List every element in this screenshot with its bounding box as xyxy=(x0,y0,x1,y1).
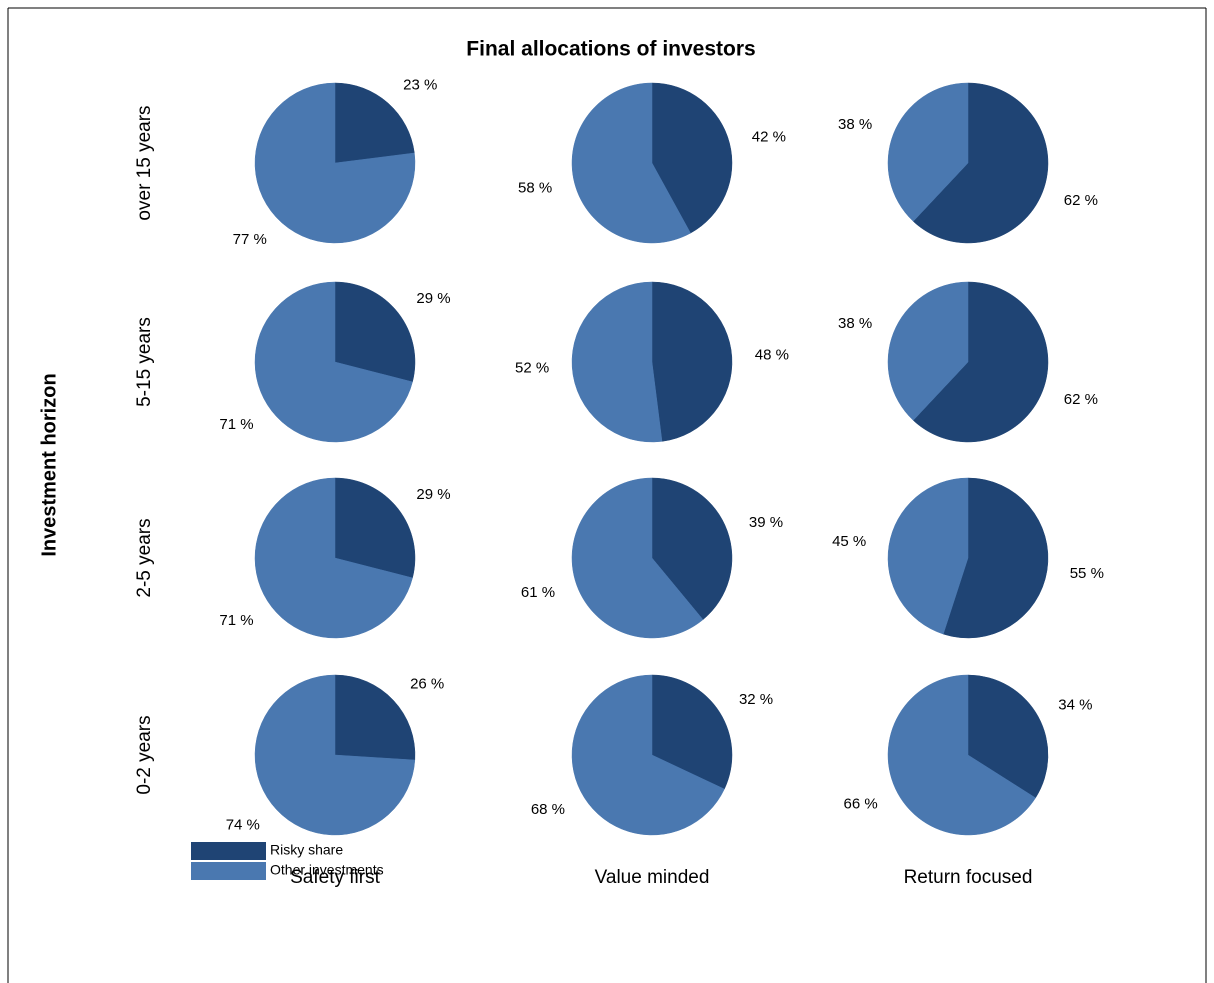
legend-swatch xyxy=(191,862,266,880)
column-label: Return focused xyxy=(904,867,1033,888)
pie-slice xyxy=(571,477,704,639)
row-label: 5-15 years xyxy=(134,317,155,407)
legend-label: Other investments xyxy=(270,862,384,878)
pie-slice xyxy=(254,674,416,836)
data-label: 42 % xyxy=(752,128,786,145)
data-label: 45 % xyxy=(832,533,866,550)
row-label: 2-5 years xyxy=(134,518,155,597)
pie-slice xyxy=(887,477,969,635)
pie-slice xyxy=(334,281,416,383)
pie-slice xyxy=(254,281,413,443)
pie-slice xyxy=(912,82,1049,244)
data-label: 23 % xyxy=(403,77,437,94)
chart-title: Final allocations of investors xyxy=(466,38,755,61)
data-label: 77 % xyxy=(233,231,267,248)
pie-slice xyxy=(651,281,733,442)
data-label: 71 % xyxy=(219,612,253,629)
y-axis-label: Investment horizon xyxy=(38,373,60,556)
pie-slice xyxy=(571,82,691,244)
column-label: Safety first xyxy=(290,867,380,888)
data-label: 29 % xyxy=(416,290,450,307)
data-label: 26 % xyxy=(410,675,444,692)
data-label: 66 % xyxy=(844,796,878,813)
data-label: 58 % xyxy=(518,180,552,197)
pie-slice xyxy=(254,82,416,244)
row-label: 0-2 years xyxy=(134,715,155,794)
data-label: 39 % xyxy=(749,514,783,531)
column-label: Value minded xyxy=(595,867,710,888)
pie-slice xyxy=(912,281,1049,443)
data-label: 55 % xyxy=(1070,565,1104,582)
pie-slice xyxy=(887,281,969,421)
pie-slice xyxy=(942,477,1049,639)
pie-slice xyxy=(571,281,663,443)
data-label: 32 % xyxy=(739,691,773,708)
data-label: 61 % xyxy=(521,584,555,601)
data-label: 38 % xyxy=(838,315,872,332)
pie-slice xyxy=(254,477,413,639)
data-label: 38 % xyxy=(838,116,872,133)
data-label: 48 % xyxy=(755,347,789,364)
data-label: 52 % xyxy=(515,359,549,376)
pie-slice xyxy=(571,674,725,836)
data-label: 62 % xyxy=(1064,192,1098,209)
row-label: over 15 years xyxy=(134,105,155,220)
legend-swatch xyxy=(191,842,266,860)
pie-slice xyxy=(887,674,1036,836)
data-label: 68 % xyxy=(531,801,565,818)
pie-slice xyxy=(651,82,733,234)
pie-slice xyxy=(651,674,733,790)
pie-slice xyxy=(334,674,416,761)
pie-slice xyxy=(334,477,416,579)
legend-label: Risky share xyxy=(270,842,343,858)
data-label: 34 % xyxy=(1058,696,1092,713)
pie-slice xyxy=(651,477,733,620)
data-label: 71 % xyxy=(219,416,253,433)
data-label: 74 % xyxy=(226,816,260,833)
pie-slice xyxy=(967,674,1049,799)
pie-slice xyxy=(887,82,969,222)
pie-slice xyxy=(334,82,415,164)
data-label: 62 % xyxy=(1064,391,1098,408)
data-label: 29 % xyxy=(416,486,450,503)
